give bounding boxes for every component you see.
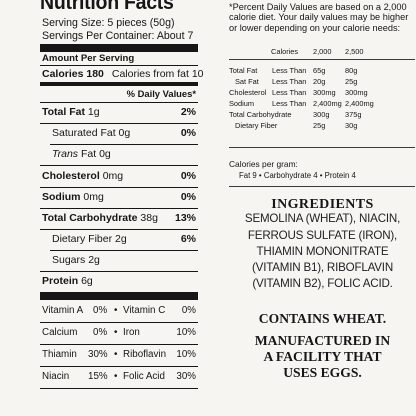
dv-value-2500: 25g [345, 77, 358, 86]
divider [40, 165, 198, 166]
dv-nutrient: Cholesterol [229, 88, 267, 97]
calories-breakdown: Fat 9 • Carbohydrate 4 • Protein 4 [239, 171, 356, 180]
footnote-header-calories: Calories [271, 47, 299, 56]
facility-line: MANUFACTURED IN [254, 333, 391, 348]
allergen-statement: CONTAINS WHEAT. [258, 311, 387, 326]
dv-value-2500: 2,400mg [345, 99, 374, 108]
divider [40, 271, 198, 272]
calories-per-gram: Calories per gram: [229, 159, 298, 169]
dv-nutrient: Sodium [229, 99, 255, 108]
serving-size: Serving Size: 5 pieces (50g) [42, 17, 175, 29]
dv-value-2500: 375g [345, 110, 362, 119]
calories-label: Calories 180 [42, 68, 104, 80]
dv-limit: Less Than [272, 88, 307, 97]
divider [40, 322, 198, 323]
ingredient-line: THIAMIN MONONITRATE [256, 245, 389, 258]
divider [40, 65, 198, 66]
ingredient-line: SEMOLINA (WHEAT), NIACIN, [244, 212, 401, 225]
footnote-divider [229, 186, 415, 187]
divider [40, 229, 198, 230]
dv-limit: Less Than [272, 99, 307, 108]
thick-divider [40, 292, 198, 300]
dv-value-2500: 30g [345, 121, 358, 130]
divider [40, 388, 198, 389]
nutrition-facts-title: Nutrition Facts [40, 0, 174, 14]
divider [50, 250, 198, 251]
dv-value-2000: 25g [313, 121, 326, 130]
dv-nutrient: Sat Fat [235, 77, 259, 86]
ingredient-line: (VITAMIN B2), FOLIC ACID. [252, 277, 393, 290]
footnote-header-2000: 2,000 [313, 47, 332, 56]
divider [50, 144, 198, 145]
servings-per-container: Servings Per Container: About 7 [42, 30, 194, 42]
facility-line: A FACILITY THAT [263, 349, 382, 364]
divider [40, 366, 198, 367]
dv-limit: Less Than [272, 77, 307, 86]
footnote-header-2500: 2,500 [345, 47, 364, 56]
dv-limit: Less Than [272, 66, 307, 75]
dv-value-2500: 300mg [345, 88, 368, 97]
divider [40, 344, 198, 345]
dv-nutrient: Dietary Fiber [235, 121, 278, 130]
ingredients-title: INGREDIENTS [271, 197, 374, 212]
dv-value-2000: 2,400mg [313, 99, 342, 108]
dv-value-2000: 300g [313, 110, 330, 119]
dv-value-2000: 65g [313, 66, 326, 75]
dv-value-2000: 300mg [313, 88, 336, 97]
ingredient-line: (VITAMIN B1), RIBOFLAVIN [252, 261, 393, 274]
nutrition-facts-panel: Nutrition Facts Serving Size: 5 pieces (… [40, 0, 204, 416]
calories-from-fat: Calories from fat 10 [111, 68, 204, 80]
footnote-text: *Percent Daily Values are based on a 2,0… [229, 2, 409, 33]
footnote-divider [229, 147, 415, 148]
dv-value-2500: 80g [345, 66, 358, 75]
dv-nutrient: Total Carbohydrate [229, 110, 292, 119]
divider [40, 123, 198, 124]
footnote-divider [229, 59, 415, 60]
divider [40, 102, 198, 103]
divider [40, 208, 198, 209]
ingredient-line: FERROUS SULFATE (IRON), [247, 229, 398, 242]
dv-value-2000: 20g [313, 77, 326, 86]
facility-line: USES EGGS. [283, 365, 362, 380]
dv-nutrient: Total Fat [229, 66, 258, 75]
divider [40, 187, 198, 188]
medium-divider [40, 82, 198, 86]
thick-divider [40, 44, 198, 52]
